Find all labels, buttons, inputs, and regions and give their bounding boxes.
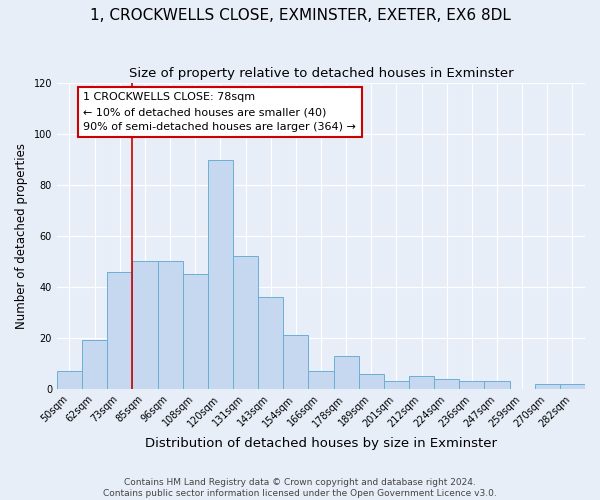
Bar: [107, 272, 133, 389]
Bar: [434, 378, 459, 389]
Bar: [283, 336, 308, 389]
Bar: [384, 381, 409, 389]
Text: Contains HM Land Registry data © Crown copyright and database right 2024.
Contai: Contains HM Land Registry data © Crown c…: [103, 478, 497, 498]
Bar: [560, 384, 585, 389]
Text: 1, CROCKWELLS CLOSE, EXMINSTER, EXETER, EX6 8DL: 1, CROCKWELLS CLOSE, EXMINSTER, EXETER, …: [89, 8, 511, 22]
Bar: [459, 381, 484, 389]
Bar: [82, 340, 107, 389]
Y-axis label: Number of detached properties: Number of detached properties: [15, 143, 28, 329]
Bar: [334, 356, 359, 389]
Bar: [182, 274, 208, 389]
X-axis label: Distribution of detached houses by size in Exminster: Distribution of detached houses by size …: [145, 437, 497, 450]
Bar: [308, 371, 334, 389]
Bar: [409, 376, 434, 389]
Bar: [484, 381, 509, 389]
Bar: [535, 384, 560, 389]
Text: 1 CROCKWELLS CLOSE: 78sqm
← 10% of detached houses are smaller (40)
90% of semi-: 1 CROCKWELLS CLOSE: 78sqm ← 10% of detac…: [83, 92, 356, 132]
Bar: [133, 262, 158, 389]
Bar: [158, 262, 182, 389]
Bar: [208, 160, 233, 389]
Bar: [359, 374, 384, 389]
Bar: [258, 297, 283, 389]
Bar: [233, 256, 258, 389]
Bar: [57, 371, 82, 389]
Title: Size of property relative to detached houses in Exminster: Size of property relative to detached ho…: [128, 68, 513, 80]
